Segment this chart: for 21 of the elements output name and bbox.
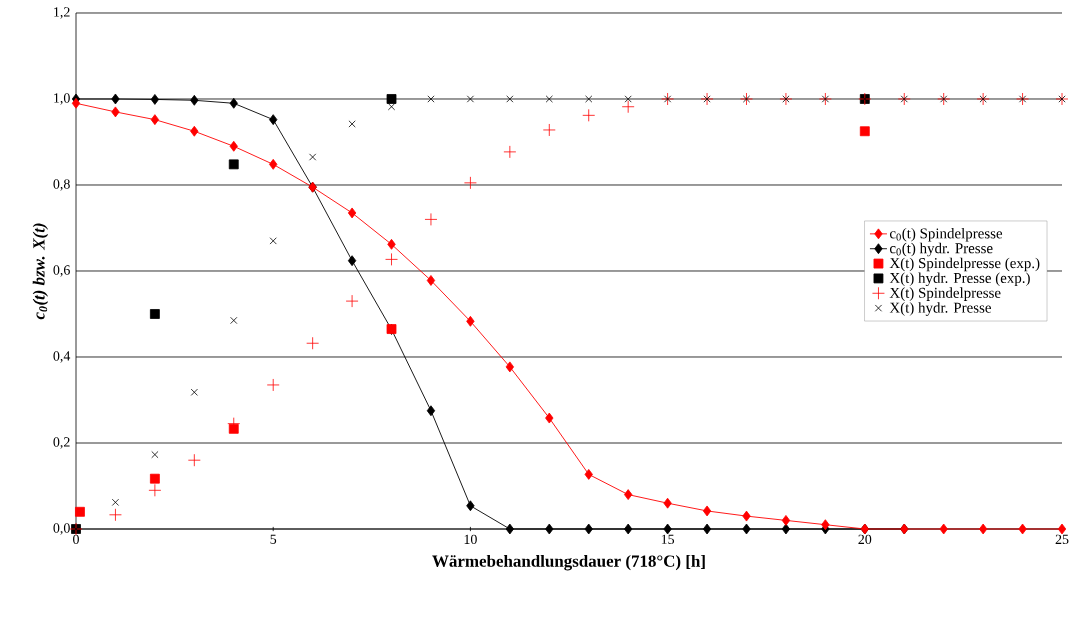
y-tick-label: 1,0 [54, 93, 70, 105]
y-tick-label: 1,2 [54, 7, 70, 19]
y-tick-label: 0,2 [53, 437, 70, 449]
x-tick-label: 5 [270, 534, 277, 544]
legend-label: c$_{0}$(t) hydr. Presse [889, 242, 993, 257]
x-tick-label: 20 [858, 534, 872, 545]
y-axis-title: c$_{0}$(t) bzw. X(t) [32, 223, 49, 320]
y-tick-label: 0,0 [53, 523, 70, 535]
legend-label: c$_{0}$(t) Spindelpresse [889, 227, 1003, 242]
legend-label: X(t) hydr. Presse (exp.) [889, 272, 1030, 287]
legend-label: X(t) Spindelpresse (exp.) [889, 257, 1040, 272]
y-tick-label: 0,8 [53, 179, 70, 191]
x-tick-label: 0 [73, 534, 79, 545]
x-tick-label: 15 [661, 534, 675, 544]
y-tick-label: 0,4 [53, 351, 71, 363]
legend-label: X(t) Spindelpresse [889, 287, 1001, 301]
y-tick-label: 0,6 [53, 265, 70, 277]
x-tick-label: 10 [464, 534, 477, 545]
x-axis-title: Wärmebehandlungsdauer (718°C) [h] [432, 554, 705, 571]
legend-label: X(t) hydr. Presse [889, 302, 991, 316]
x-tick-label: 25 [1055, 534, 1069, 545]
